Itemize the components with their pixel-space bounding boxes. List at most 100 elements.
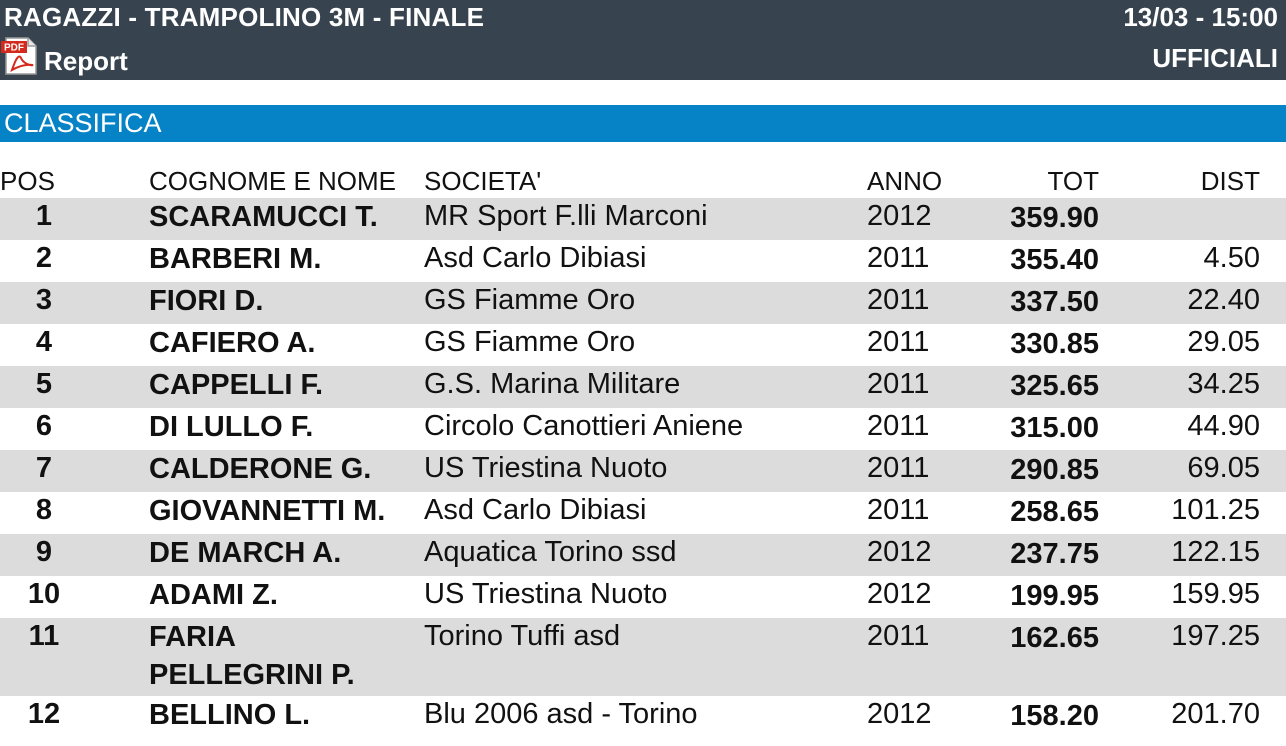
column-header-pos: POS [0, 166, 55, 196]
table-row: 4 CAFIERO A. GS Fiamme Oro 2011 330.85 2… [0, 324, 1286, 366]
report-label: Report [44, 45, 128, 76]
cell-year: 2011 [867, 452, 930, 484]
cell-name: FIORI D. [149, 285, 264, 317]
cell-dist: 101.25 [1171, 494, 1260, 526]
cell-year: 2012 [867, 536, 932, 568]
cell-name: CALDERONE G. [149, 453, 372, 485]
column-header-name: COGNOME E NOME [149, 166, 397, 196]
cell-tot: 355.40 [1010, 244, 1099, 276]
cell-society: Asd Carlo Dibiasi [424, 494, 647, 526]
cell-dist: 69.05 [1187, 452, 1260, 484]
table-row: 2 BARBERI M. Asd Carlo Dibiasi 2011 355.… [0, 240, 1286, 282]
cell-tot: 237.75 [1010, 538, 1099, 570]
cell-dist: 201.70 [1171, 698, 1260, 730]
cell-tot: 158.20 [1010, 700, 1099, 732]
cell-pos: 2 [35, 242, 53, 274]
cell-name: DE MARCH A. [149, 537, 342, 569]
cell-name: BELLINO L. [149, 699, 311, 731]
page-header: RAGAZZI - TRAMPOLINO 3M - FINALE 13/03 -… [0, 0, 1286, 80]
cell-society: Circolo Canottieri Aniene [424, 410, 744, 442]
cell-dist: 197.25 [1171, 620, 1260, 652]
cell-year: 2011 [867, 242, 930, 274]
cell-tot: 325.65 [1010, 370, 1099, 402]
cell-dist: 122.15 [1171, 536, 1260, 568]
table-row: 5 CAPPELLI F. G.S. Marina Militare 2011 … [0, 366, 1286, 408]
cell-name: BARBERI M. [149, 243, 322, 275]
cell-tot: 359.90 [1010, 202, 1099, 234]
cell-pos: 1 [35, 200, 53, 232]
cell-tot: 199.95 [1010, 580, 1099, 612]
cell-year: 2012 [867, 578, 932, 610]
column-header-dist: DIST [1200, 166, 1260, 196]
section-title: CLASSIFICA [4, 108, 162, 138]
cell-dist: 29.05 [1187, 326, 1260, 358]
table-row: 10 ADAMI Z. US Triestina Nuoto 2012 199.… [0, 576, 1286, 618]
pdf-icon: PDF [1, 37, 37, 75]
event-title: RAGAZZI - TRAMPOLINO 3M - FINALE [4, 2, 485, 32]
cell-pos: 8 [35, 494, 53, 526]
cell-name: FARIA PELLEGRINI P. [149, 621, 355, 691]
status-badge: UFFICIALI [1152, 43, 1278, 73]
cell-society: US Triestina Nuoto [424, 452, 668, 484]
results-table: 1 SCARAMUCCI T. MR Sport F.lli Marconi 2… [0, 198, 1286, 738]
cell-name: DI LULLO F. [149, 411, 314, 443]
column-header-tot: TOT [1047, 166, 1099, 196]
pdf-icon-label: PDF [4, 43, 24, 54]
cell-year: 2012 [867, 200, 932, 232]
table-row: 12 BELLINO L. Blu 2006 asd - Torino 2012… [0, 696, 1286, 738]
cell-society: Asd Carlo Dibiasi [424, 242, 647, 274]
column-header-society: SOCIETA' [424, 166, 542, 196]
cell-tot: 315.00 [1010, 412, 1099, 444]
table-row: 7 CALDERONE G. US Triestina Nuoto 2011 2… [0, 450, 1286, 492]
cell-year: 2011 [867, 326, 930, 358]
table-row: 6 DI LULLO F. Circolo Canottieri Aniene … [0, 408, 1286, 450]
cell-name: CAFIERO A. [149, 327, 316, 359]
cell-year: 2011 [867, 410, 930, 442]
cell-year: 2011 [867, 284, 930, 316]
cell-dist: 44.90 [1187, 410, 1260, 442]
table-row: 1 SCARAMUCCI T. MR Sport F.lli Marconi 2… [0, 198, 1286, 240]
cell-name: ADAMI Z. [149, 579, 278, 611]
cell-name: GIOVANNETTI M. [149, 495, 386, 527]
table-row: 3 FIORI D. GS Fiamme Oro 2011 337.50 22.… [0, 282, 1286, 324]
cell-society: Torino Tuffi asd [424, 620, 621, 652]
cell-society: G.S. Marina Militare [424, 368, 681, 400]
cell-year: 2011 [867, 368, 930, 400]
cell-tot: 330.85 [1010, 328, 1099, 360]
report-link[interactable]: PDF Report [0, 36, 128, 76]
cell-pos: 7 [35, 452, 53, 484]
cell-pos: 10 [27, 578, 61, 610]
cell-year: 2012 [867, 698, 932, 730]
cell-pos: 11 [28, 620, 60, 652]
cell-society: GS Fiamme Oro [424, 284, 636, 316]
cell-tot: 290.85 [1010, 454, 1099, 486]
cell-tot: 258.65 [1010, 496, 1099, 528]
section-header: CLASSIFICA [0, 105, 1286, 142]
cell-society: Aquatica Torino ssd [424, 536, 677, 568]
cell-tot: 162.65 [1010, 622, 1099, 654]
cell-pos: 4 [35, 326, 53, 358]
cell-pos: 5 [35, 368, 53, 400]
cell-society: US Triestina Nuoto [424, 578, 668, 610]
cell-pos: 6 [35, 410, 53, 442]
cell-dist: 34.25 [1187, 368, 1260, 400]
cell-society: Blu 2006 asd - Torino [424, 698, 698, 730]
table-row: 11 FARIA PELLEGRINI P. Torino Tuffi asd … [0, 618, 1286, 696]
cell-pos: 3 [35, 284, 53, 316]
cell-pos: 9 [35, 536, 53, 568]
cell-pos: 12 [27, 698, 61, 730]
cell-dist: 159.95 [1171, 578, 1260, 610]
cell-name: SCARAMUCCI T. [149, 201, 378, 233]
table-row: 9 DE MARCH A. Aquatica Torino ssd 2012 2… [0, 534, 1286, 576]
cell-society: MR Sport F.lli Marconi [424, 200, 708, 232]
table-header: POS COGNOME E NOME SOCIETA' ANNO TOT DIS… [0, 164, 1286, 198]
cell-year: 2011 [867, 620, 930, 652]
cell-tot: 337.50 [1010, 286, 1099, 318]
cell-dist: 22.40 [1187, 284, 1260, 316]
cell-dist: 4.50 [1203, 242, 1260, 274]
column-header-year: ANNO [867, 166, 943, 196]
table-row: 8 GIOVANNETTI M. Asd Carlo Dibiasi 2011 … [0, 492, 1286, 534]
cell-year: 2011 [867, 494, 930, 526]
cell-name: CAPPELLI F. [149, 369, 324, 401]
cell-society: GS Fiamme Oro [424, 326, 636, 358]
